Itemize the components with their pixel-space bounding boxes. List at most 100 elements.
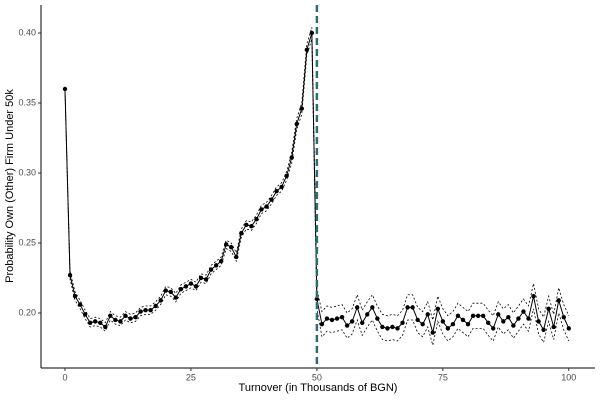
point [173, 295, 179, 300]
point [329, 317, 335, 323]
point [324, 316, 330, 321]
point [430, 330, 435, 335]
point [460, 317, 466, 323]
y-axis-title: Probability Own (Other) Firm Under 50k [4, 89, 16, 283]
point [556, 298, 561, 303]
point [123, 313, 128, 318]
point [193, 284, 199, 289]
point [234, 254, 239, 260]
point [259, 207, 264, 212]
point [390, 324, 395, 330]
point [551, 324, 556, 330]
point [289, 155, 294, 160]
point [93, 319, 98, 324]
point [299, 106, 304, 111]
point [98, 320, 103, 325]
point [113, 317, 118, 323]
point [334, 316, 340, 321]
point [435, 306, 441, 311]
point [198, 275, 204, 281]
point [183, 284, 189, 289]
point [480, 313, 486, 318]
point [143, 307, 148, 313]
point [294, 121, 299, 127]
point [385, 326, 390, 331]
point [158, 298, 163, 303]
point [309, 30, 315, 36]
point [485, 320, 491, 325]
point [516, 316, 521, 321]
x-tick-label: 0 [62, 372, 67, 382]
point [128, 316, 133, 321]
point [475, 313, 481, 318]
point [274, 188, 279, 194]
point [264, 204, 269, 209]
point [108, 313, 113, 318]
point [360, 320, 365, 325]
point [370, 305, 375, 310]
point [224, 242, 229, 247]
point [440, 319, 446, 324]
point [420, 321, 425, 327]
point [395, 326, 400, 331]
point [415, 317, 420, 323]
point [491, 326, 496, 331]
y-tick-label: 0.25 [18, 237, 36, 247]
point [269, 197, 274, 202]
point [148, 307, 153, 313]
y-tick-label: 0.30 [18, 167, 36, 177]
confidence-band [64, 27, 570, 324]
point [249, 223, 254, 229]
point [188, 281, 194, 286]
point [354, 305, 360, 310]
point [153, 303, 158, 309]
point [506, 314, 511, 320]
point [541, 327, 546, 332]
point [531, 293, 536, 299]
x-tick-label: 100 [561, 372, 576, 382]
point [218, 258, 224, 264]
point [87, 320, 93, 325]
point [496, 312, 501, 317]
point [536, 319, 541, 324]
point [72, 293, 78, 299]
point [138, 309, 143, 314]
point [450, 321, 456, 327]
point [561, 314, 566, 320]
y-tick-label: 0.40 [18, 27, 36, 37]
point [82, 312, 88, 317]
point [304, 47, 310, 52]
x-tick-label: 25 [186, 372, 196, 382]
point [178, 286, 184, 292]
point [521, 309, 526, 314]
point [526, 316, 531, 321]
point [511, 323, 516, 328]
point [470, 313, 476, 318]
point [203, 277, 209, 282]
point [284, 173, 289, 178]
point [380, 324, 385, 330]
point [445, 326, 451, 331]
y-tick-label: 0.35 [18, 97, 36, 107]
point [566, 326, 572, 331]
point [405, 305, 410, 310]
point [168, 289, 173, 295]
point [279, 184, 284, 190]
point [365, 312, 370, 317]
point [62, 86, 68, 92]
x-axis-title: Turnover (in Thousands of BGN) [239, 382, 398, 394]
point [133, 314, 138, 320]
point [208, 267, 214, 272]
point [410, 305, 415, 310]
point [349, 319, 355, 324]
point [465, 321, 471, 327]
x-tick-label: 75 [438, 372, 448, 382]
point [239, 230, 244, 236]
y-tick-label: 0.20 [18, 307, 36, 317]
point [229, 244, 234, 250]
point [77, 302, 83, 307]
point [400, 320, 405, 325]
point [455, 313, 461, 318]
point [118, 319, 123, 324]
